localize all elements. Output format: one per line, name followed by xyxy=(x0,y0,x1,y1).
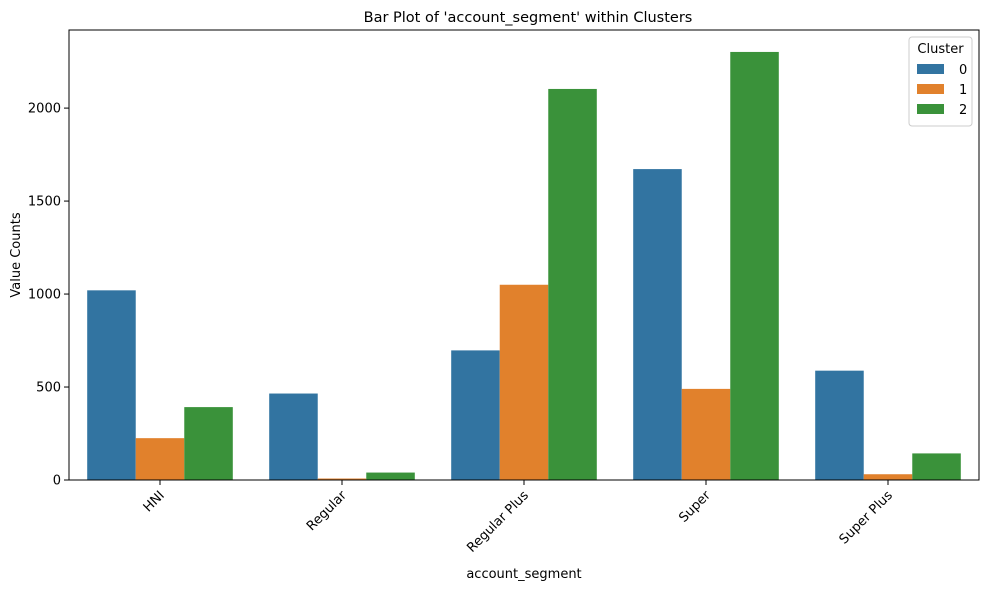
y-tick-label: 500 xyxy=(36,381,61,396)
bar-super-cluster-1 xyxy=(681,388,731,480)
legend-swatch-1 xyxy=(917,84,944,94)
bar-regular-plus-cluster-1 xyxy=(499,284,549,480)
bar-hni-cluster-2 xyxy=(184,407,233,480)
y-axis-label: Value Counts xyxy=(9,212,24,297)
bar-super-cluster-0 xyxy=(633,169,682,480)
bar-super-cluster-2 xyxy=(730,51,779,481)
bar-hni-cluster-1 xyxy=(135,438,185,480)
legend-title: Cluster xyxy=(917,42,964,57)
legend-label-0: 0 xyxy=(959,63,967,78)
x-tick-label: Super Plus xyxy=(837,488,896,547)
bar-super-plus-cluster-1 xyxy=(863,474,913,480)
legend-label-2: 2 xyxy=(959,103,967,118)
x-axis-label: account_segment xyxy=(466,567,581,582)
y-tick-label: 1500 xyxy=(28,195,61,210)
x-tick-label: Super xyxy=(676,488,714,526)
legend-swatch-0 xyxy=(917,64,944,74)
x-tick-label: HNI xyxy=(141,488,168,515)
x-tick-label: Regular xyxy=(304,488,350,534)
y-tick-label: 1000 xyxy=(28,288,61,303)
bar-hni-cluster-0 xyxy=(87,290,136,480)
bar-regular-cluster-2 xyxy=(366,472,415,480)
legend-swatch-2 xyxy=(917,104,944,114)
bar-regular-plus-cluster-2 xyxy=(548,88,597,480)
x-tick-label: Regular Plus xyxy=(464,488,532,556)
bar-super-plus-cluster-0 xyxy=(815,370,864,480)
legend-label-1: 1 xyxy=(959,83,967,98)
legend: Cluster 0 1 2 xyxy=(908,36,973,127)
chart-title: Bar Plot of 'account_segment' within Clu… xyxy=(364,10,693,26)
y-tick-label: 2000 xyxy=(28,102,61,117)
y-tick-label: 0 xyxy=(53,474,61,489)
bars-group xyxy=(87,51,961,481)
bar-super-plus-cluster-2 xyxy=(912,453,961,480)
plot-frame xyxy=(68,29,980,481)
x-axis: HNI Regular Regular Plus Super Super Plus xyxy=(141,480,896,556)
bar-regular-cluster-0 xyxy=(269,393,318,480)
y-axis: 0 500 1000 1500 2000 xyxy=(28,102,69,489)
bar-regular-plus-cluster-0 xyxy=(451,350,500,480)
legend-box xyxy=(908,36,973,127)
bar-regular-cluster-1 xyxy=(317,478,367,480)
